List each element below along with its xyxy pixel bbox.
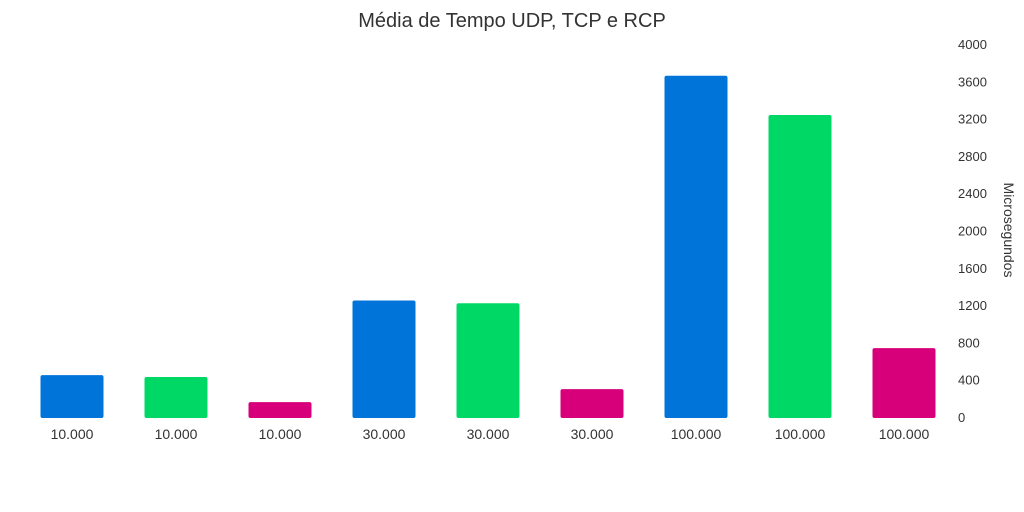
x-tick-label: 100.000 [879,426,930,442]
bar [560,389,624,418]
y-tick-label: 4000 [958,37,987,52]
bar [144,376,208,418]
x-tick-labels: 10.000 10.000 10.000 30.000 30.000 30.000 100.… [51,426,930,442]
y-tick-label: 3200 [958,112,987,127]
bar [768,114,832,418]
bar [872,348,936,418]
y-tick-label: 3600 [958,74,987,89]
y-tick-label: 1600 [958,261,987,276]
y-tick-label: 800 [958,335,980,350]
bar [456,303,520,418]
bar [248,402,312,418]
x-tick-label: 10.000 [51,426,94,442]
y-tick-label: 2400 [958,186,987,201]
bar [664,75,728,419]
bar [352,300,416,418]
y-tick-label: 1200 [958,298,987,313]
bars-group [40,75,936,419]
x-tick-label: 100.000 [775,426,826,442]
x-tick-label: 30.000 [571,426,614,442]
chart-title: Média de Tempo UDP, TCP e RCP [358,10,666,32]
x-tick-label: 30.000 [467,426,510,442]
x-tick-label: 10.000 [155,426,198,442]
y-axis-label: Microsegundos [1001,183,1017,278]
x-tick-label: 10.000 [259,426,302,442]
y-tick-label: 2000 [958,224,987,239]
bar [40,375,104,418]
y-tick-label: 400 [958,373,980,388]
x-tick-label: 100.000 [671,426,722,442]
y-tick-label: 0 [958,410,965,425]
x-tick-label: 30.000 [363,426,406,442]
y-tick-label: 2800 [958,149,987,164]
y-tick-labels: 0 400 800 1200 1600 2000 2400 2800 3200 3600 4000 [958,37,987,425]
